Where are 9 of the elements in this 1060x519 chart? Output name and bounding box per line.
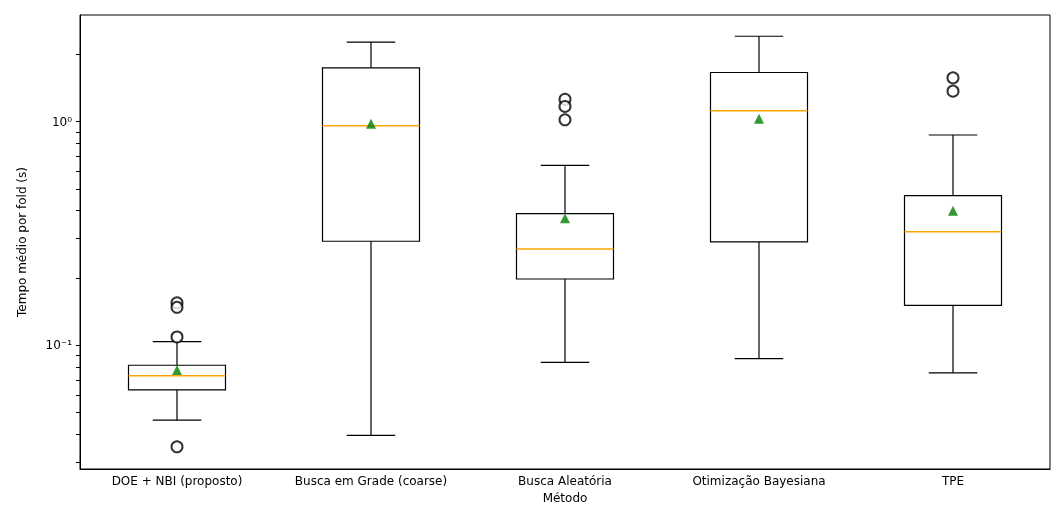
y-tick-label: 10⁰ — [51, 114, 73, 129]
x-tick-label: TPE — [940, 474, 965, 488]
x-tick-label: Otimização Bayesiana — [692, 474, 826, 488]
x-tick-label: Busca em Grade (coarse) — [294, 474, 448, 488]
x-tick-label: DOE + NBI (proposto) — [111, 474, 243, 488]
x-axis-title: Método — [542, 490, 588, 505]
y-tick-label: 10⁻¹ — [45, 338, 73, 353]
x-tick-label: Busca Aleatória — [518, 474, 612, 488]
y-axis-title: Tempo médio por fold (s) — [15, 167, 29, 318]
